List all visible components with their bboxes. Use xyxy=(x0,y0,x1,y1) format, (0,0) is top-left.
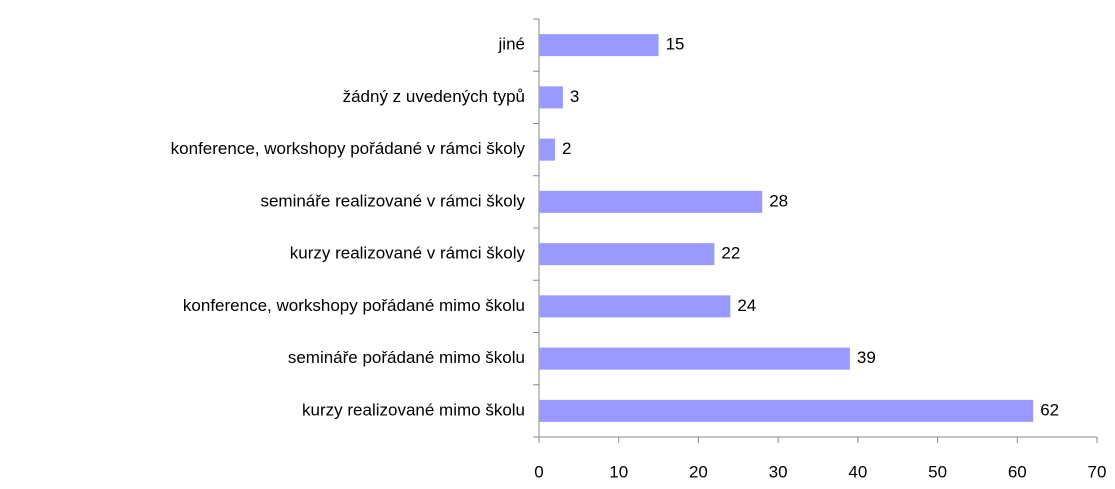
y-tick-label: konference, workshopy pořádané mimo škol… xyxy=(183,296,525,315)
x-tick-label: 40 xyxy=(848,462,867,481)
y-tick-label: kurzy realizované mimo školu xyxy=(302,400,525,419)
x-tick-label: 20 xyxy=(689,462,708,481)
value-label: 62 xyxy=(1040,400,1059,419)
x-tick-label: 0 xyxy=(534,462,543,481)
bar xyxy=(539,399,1034,422)
value-label: 28 xyxy=(769,191,788,210)
value-label: 24 xyxy=(737,296,756,315)
value-label: 22 xyxy=(721,244,740,263)
value-label: 15 xyxy=(666,35,685,54)
y-tick-label: semináře realizované v rámci školy xyxy=(260,191,525,210)
x-tick-label: 50 xyxy=(928,462,947,481)
y-tick-label: jiné xyxy=(498,35,525,54)
y-tick-label: žádný z uvedených typů xyxy=(343,87,525,106)
y-tick-label: konference, workshopy pořádané v rámci š… xyxy=(171,139,526,158)
bar xyxy=(539,295,731,318)
x-tick-label: 30 xyxy=(769,462,788,481)
bar xyxy=(539,243,715,266)
bar xyxy=(539,34,659,57)
bar xyxy=(539,347,850,370)
value-label: 39 xyxy=(857,348,876,367)
value-label: 3 xyxy=(570,87,579,106)
y-tick-label: semináře pořádané mimo školu xyxy=(288,348,525,367)
value-label: 2 xyxy=(562,139,571,158)
bar xyxy=(539,138,555,161)
bar xyxy=(539,86,563,109)
bar xyxy=(539,190,763,213)
y-tick-label: kurzy realizované v rámci školy xyxy=(290,244,526,263)
x-tick-label: 10 xyxy=(609,462,628,481)
x-tick-label: 70 xyxy=(1088,462,1107,481)
x-tick-label: 60 xyxy=(1008,462,1027,481)
